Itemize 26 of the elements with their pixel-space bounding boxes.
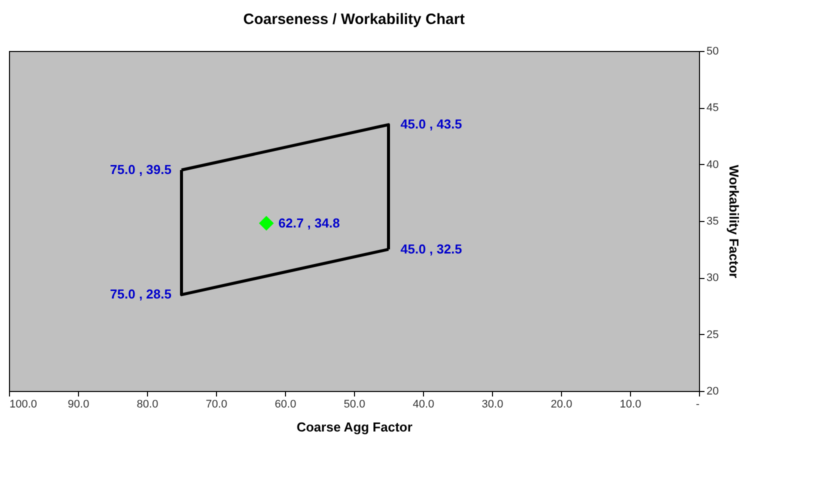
chart-title: Coarseness / Workability Chart bbox=[243, 11, 465, 28]
annotation: 75.0 , 28.5 bbox=[110, 286, 172, 302]
y-tick-label: 20 bbox=[706, 386, 719, 398]
x-tick-label: 80.0 bbox=[136, 398, 158, 410]
x-tick-label: 100.0 bbox=[10, 398, 38, 410]
y-tick-label: 35 bbox=[706, 216, 719, 228]
x-tick-label: 60.0 bbox=[274, 398, 296, 410]
x-tick-label: 40.0 bbox=[412, 398, 434, 410]
y-tick-label: 25 bbox=[706, 328, 719, 341]
x-tick-label: 10.0 bbox=[620, 398, 642, 410]
x-axis-title: Coarse Agg Factor bbox=[296, 420, 412, 434]
annotation: 75.0 , 39.5 bbox=[110, 162, 172, 177]
x-tick-label: 90.0 bbox=[68, 398, 90, 410]
annotation: 45.0 , 43.5 bbox=[400, 116, 462, 132]
y-tick-label: 50 bbox=[706, 46, 719, 58]
x-tick-label: 50.0 bbox=[344, 398, 366, 410]
y-axis-title: Workability Factor bbox=[726, 164, 742, 278]
annotation: 62.7 , 34.8 bbox=[278, 215, 340, 230]
x-tick-label: 30.0 bbox=[482, 398, 504, 410]
y-tick-label: 30 bbox=[706, 272, 719, 284]
x-tick-label: 20.0 bbox=[550, 398, 572, 410]
x-tick-label: - bbox=[696, 398, 700, 410]
annotation: 45.0 , 32.5 bbox=[400, 241, 462, 256]
x-tick-label: 70.0 bbox=[206, 398, 228, 410]
y-tick-label: 40 bbox=[706, 158, 719, 171]
y-tick-label: 45 bbox=[706, 102, 719, 114]
